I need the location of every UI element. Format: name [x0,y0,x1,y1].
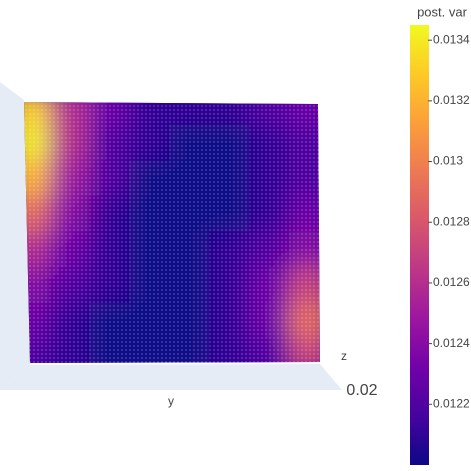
colorbar-tick-label: 0.0128 [433,214,470,228]
colorbar-tick-label: 0.013 [433,154,463,168]
colorbar-tick-label: 0.0122 [433,396,470,410]
surface [24,102,320,363]
floor [0,364,342,390]
colorbar-tick-label: 0.0126 [433,275,470,289]
colorbar [410,25,429,465]
colorbar-title: post. var [417,4,468,19]
colorbar-tick-label: 0.0134 [433,32,470,46]
surface-grid [24,102,320,363]
y-axis-label: y [168,394,174,408]
z-tick-label: 0.02 [346,382,377,399]
z-axis-label: z [341,349,347,363]
colorbar-tick-label: 0.0132 [433,93,470,107]
left-wall [0,82,30,390]
colorbar-tick-label: 0.0124 [433,336,470,350]
